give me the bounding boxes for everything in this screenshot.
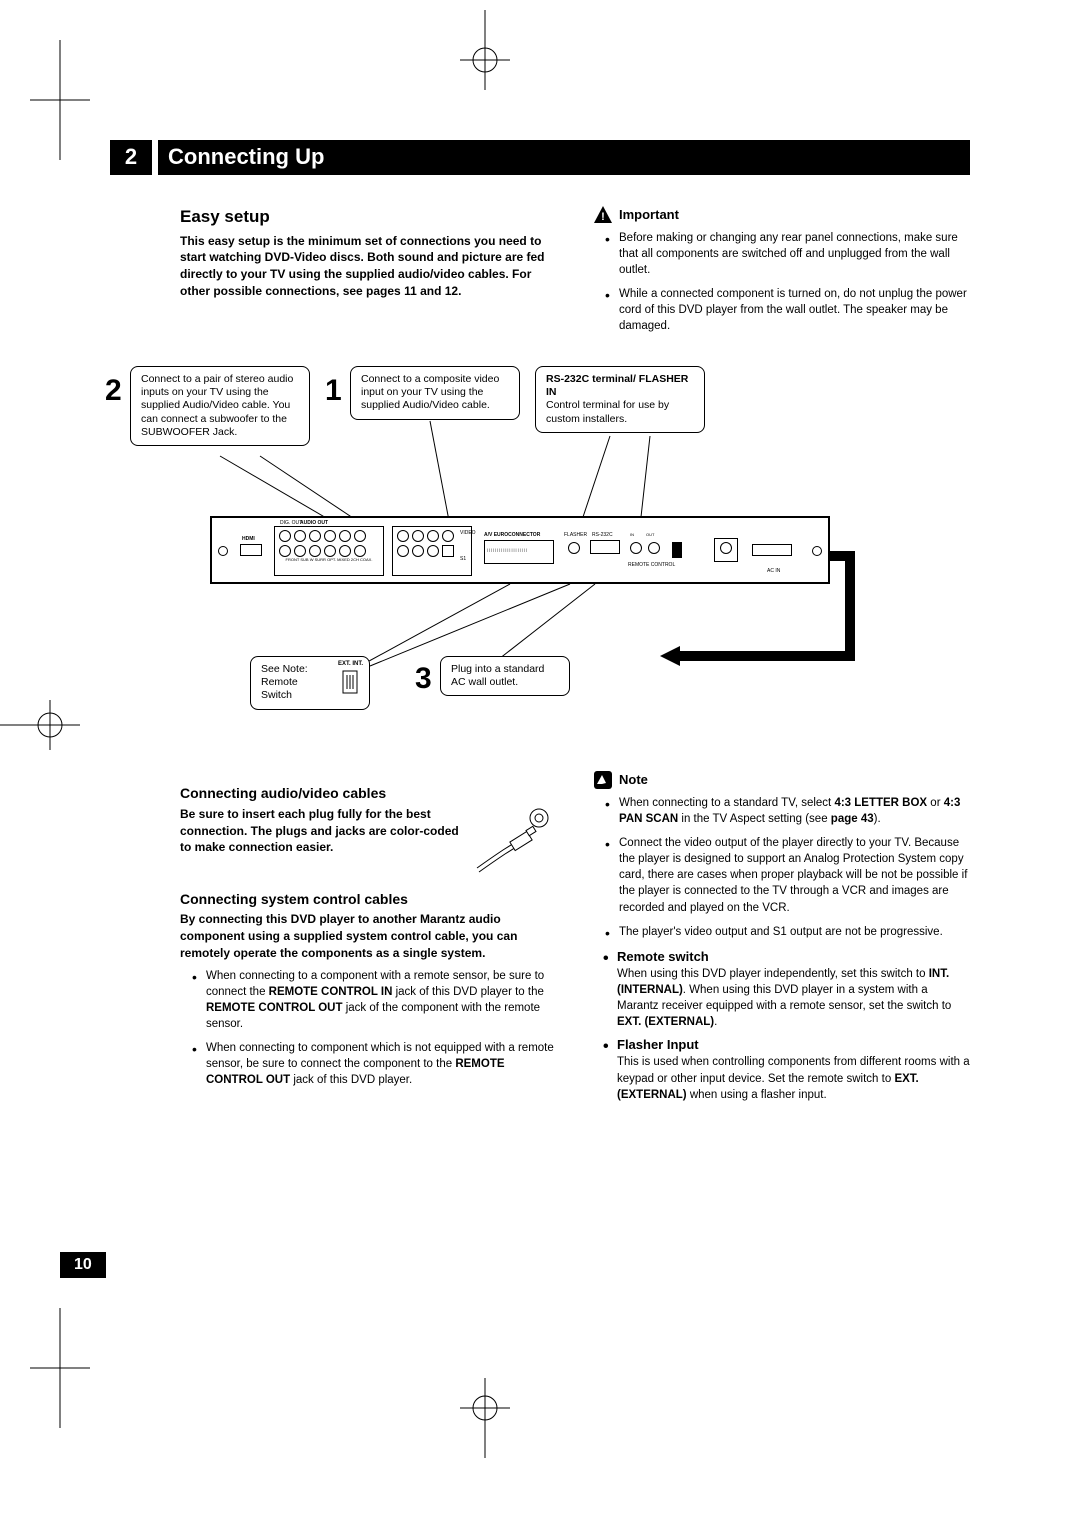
easy-setup-heading: Easy setup [180,205,557,229]
flasher-jack-icon [568,542,580,554]
switch-graphic: EXT. INT. [338,661,363,699]
sys-cables-intro: By connecting this DVD player to another… [180,911,557,961]
remote-switch-heading: Remote switch [617,949,709,964]
sys-cables-item: When connecting to a component with a re… [192,968,557,1032]
note-item: Connect the video output of the player d… [605,835,970,915]
crop-mark-tl [30,40,90,160]
audio-out-block: FRONT SUB W SURR OPT. MIXED 2CH COAX. [274,526,384,576]
scart-port-icon: |||||||||||||||||||| [484,540,554,564]
callout-2-num: 2 [105,370,122,412]
audio-out-label: AUDIO OUT [300,520,328,527]
important-icon: ! [593,205,613,225]
remote-switch-section: Remote switch When using this DVD player… [603,948,970,1031]
rear-panel: HDMI FRONT SUB W SURR OPT. MIXED 2CH COA… [210,516,830,584]
top-columns: Easy setup This easy setup is the minimu… [110,205,970,342]
chapter-title: Connecting Up [158,140,970,175]
sys-cables-heading: Connecting system control cables [180,890,557,910]
flasher-section: Flasher Input This is used when controll… [603,1036,970,1102]
note-header: Note [593,770,648,790]
rs232-title: RS-232C terminal/ FLASHER IN [546,373,688,398]
crop-mark-tc [460,10,510,90]
note-label: Note [619,771,648,789]
sys-cables-item: When connecting to component which is no… [192,1040,557,1088]
callout-1: Connect to a composite video input on yo… [350,366,520,419]
scart-label: A/V EUROCONNECTOR [484,532,540,539]
note-icon [593,770,613,790]
hdmi-port-icon [240,544,262,556]
svg-text:!: ! [601,211,605,223]
crop-mark-bl [30,1308,90,1428]
s1-label: S1 [460,556,466,563]
subsection-list: Remote switch When using this DVD player… [593,948,970,1103]
remote-in-icon [630,542,642,554]
rs232-port-icon [590,540,620,554]
screw-icon [218,546,228,556]
callout-3-num: 3 [415,658,432,700]
callout-switch: See Note: Remote Switch EXT. INT. [250,656,370,709]
acin-label: AC IN [767,568,780,575]
important-header: ! Important [593,205,679,225]
sys-cables-list: When connecting to a component with a re… [180,968,557,1089]
ac-clamp-icon [752,544,792,556]
note-item: When connecting to a standard TV, select… [605,795,970,827]
callout-2: Connect to a pair of stereo audio inputs… [130,366,310,446]
chapter-bar: 2 Connecting Up [110,140,970,175]
remote-label: REMOTE CONTROL [628,562,675,569]
hdmi-label: HDMI [242,536,255,543]
flasher-heading: Flasher Input [617,1037,699,1052]
callout-1-num: 1 [325,370,342,412]
callout-3: Plug into a standard AC wall outlet. [440,656,570,696]
important-item: While a connected component is turned on… [605,286,970,334]
col-right-bottom: Note When connecting to a standard TV, s… [593,770,970,1109]
screw-icon [812,546,822,556]
remote-switch-icon [672,542,682,558]
crop-mark-ml [0,700,80,750]
ac-port-icon [714,538,738,562]
important-list: Before making or changing any rear panel… [593,230,970,335]
easy-setup-intro: This easy setup is the minimum set of co… [180,233,557,300]
page-number: 10 [60,1252,106,1278]
col-right-top: ! Important Before making or changing an… [593,205,970,342]
chapter-number: 2 [110,140,152,175]
cable-plug-icon [467,806,557,876]
important-item: Before making or changing any rear panel… [605,230,970,278]
important-label: Important [619,206,679,224]
av-cables-heading: Connecting audio/video cables [180,784,557,804]
crop-mark-bc [460,1378,510,1458]
rs232-text: Control terminal for use by custom insta… [546,399,669,424]
col-left-bottom: Connecting audio/video cables Be sure to… [180,770,557,1109]
flasher-label: FLASHER [564,532,587,539]
bottom-columns: Connecting audio/video cables Be sure to… [110,770,970,1109]
digout-label: DIG. OUT [280,520,302,527]
rs232-label: RS-232C [592,532,613,539]
callout-rs232: RS-232C terminal/ FLASHER IN Control ter… [535,366,705,433]
diagram: 2 Connect to a pair of stereo audio inpu… [110,366,970,746]
note-item: The player's video output and S1 output … [605,924,970,940]
col-left-top: Easy setup This easy setup is the minimu… [180,205,557,342]
note-list: When connecting to a standard TV, select… [593,795,970,940]
remote-out-icon [648,542,660,554]
video-label: VIDEO [460,530,476,537]
